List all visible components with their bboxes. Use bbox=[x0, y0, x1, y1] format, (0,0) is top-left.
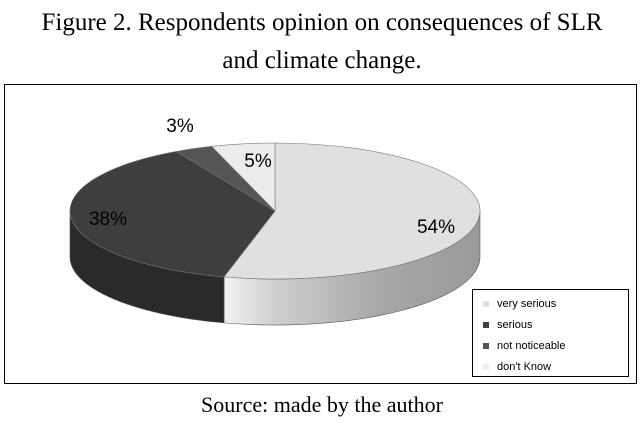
legend-swatch bbox=[483, 343, 489, 349]
legend-label: very serious bbox=[497, 298, 557, 310]
legend-swatch bbox=[483, 301, 489, 307]
data-label-serious: 38% bbox=[89, 209, 127, 230]
chart-title-line-1: Figure 2. Respondents opinion on consequ… bbox=[41, 9, 603, 36]
data-label-don-t-know: 5% bbox=[244, 151, 272, 172]
data-label-very-serious: 54% bbox=[417, 217, 455, 238]
pie-slice-don-t-know bbox=[211, 142, 276, 212]
data-label-not-noticeable: 3% bbox=[166, 116, 194, 137]
pie-tops bbox=[69, 142, 481, 280]
legend-swatch bbox=[483, 364, 489, 370]
chart-title: Figure 2. Respondents opinion on consequ… bbox=[0, 4, 644, 80]
legend-label: not noticeable bbox=[497, 340, 566, 352]
legend-label: don't Know bbox=[497, 361, 552, 373]
legend: very serious serious not noticeable don't K… bbox=[472, 289, 629, 377]
legend-swatch bbox=[483, 322, 489, 328]
legend-label: serious bbox=[497, 319, 533, 331]
source-note: Source: made by the author bbox=[201, 392, 443, 417]
pie-labels: 54% 38% 3% 5% bbox=[89, 116, 455, 238]
pie-slice-serious bbox=[69, 151, 276, 278]
pie-slice-very-serious bbox=[223, 142, 481, 280]
chart-frame bbox=[4, 84, 637, 384]
chart-title-line-2: and climate change. bbox=[222, 47, 422, 74]
